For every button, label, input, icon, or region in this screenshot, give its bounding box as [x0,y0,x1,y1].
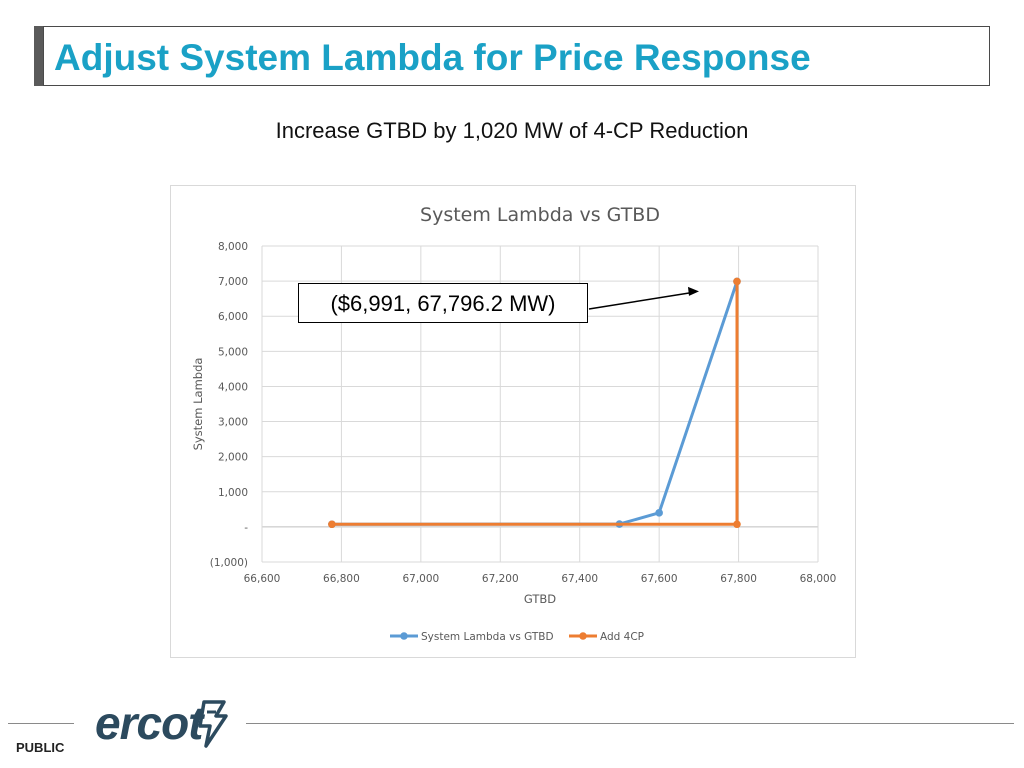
legend-marker-1 [400,632,408,640]
x-tick-label: 66,800 [323,573,360,585]
series-point-2 [733,277,741,286]
annotation-text: ($6,991, 67,796.2 MW) [330,291,556,316]
annotation-arrowhead [687,286,699,296]
x-axis-label: GTBD [524,592,556,606]
legend-entry: Add 4CP [600,631,644,643]
line-chart: System Lambda vs GTBD 8,000 7,000 6,000 5,00… [191,204,837,643]
y-tick-label: (1,000) [210,557,248,569]
ercot-logo-icon [198,700,228,748]
y-tick-label: 6,000 [218,311,248,323]
y-tick-label: 4,000 [218,381,248,393]
series-point-1 [655,509,663,517]
ercot-logo-text: ercot [95,697,203,749]
legend-marker-2 [579,632,587,640]
x-tick-label: 68,000 [800,573,837,585]
series-point-2 [328,520,336,529]
y-tick-label: 3,000 [218,417,248,429]
x-tick-label: 66,600 [244,573,281,585]
x-tick-label: 67,800 [720,573,757,585]
slide-title: Adjust System Lambda for Price Response [54,37,811,78]
title-bar: Adjust System Lambda for Price Response [34,26,990,86]
title-box: Adjust System Lambda for Price Response [43,26,990,86]
y-tick-label: 7,000 [218,276,248,288]
x-tick-label: 67,200 [482,573,519,585]
x-tick-label: 67,400 [561,573,598,585]
y-tick-label: 1,000 [218,487,248,499]
title-accent-bar [34,26,43,86]
y-tick-label: - [244,522,248,534]
x-tick-label: 67,600 [641,573,678,585]
footer-divider-left [8,723,74,724]
y-tick-label: 5,000 [218,346,248,358]
chart-area: System Lambda vs GTBD 8,000 7,000 6,000 5,00… [170,185,856,658]
series-point-2 [733,520,741,529]
y-axis-label: System Lambda [191,358,205,451]
annotation-arrow-line [588,291,694,310]
slide-subtitle: Increase GTBD by 1,020 MW of 4-CP Reduct… [275,118,749,143]
annotation-box: ($6,991, 67,796.2 MW) [298,283,588,323]
footer-divider-right [246,723,1014,724]
chart-title: System Lambda vs GTBD [420,204,660,226]
y-tick-label: 8,000 [218,241,248,253]
footer-public-label: PUBLIC [16,740,65,755]
y-tick-label: 2,000 [218,452,248,464]
legend-entry: System Lambda vs GTBD [421,631,554,643]
x-tick-label: 67,000 [402,573,439,585]
